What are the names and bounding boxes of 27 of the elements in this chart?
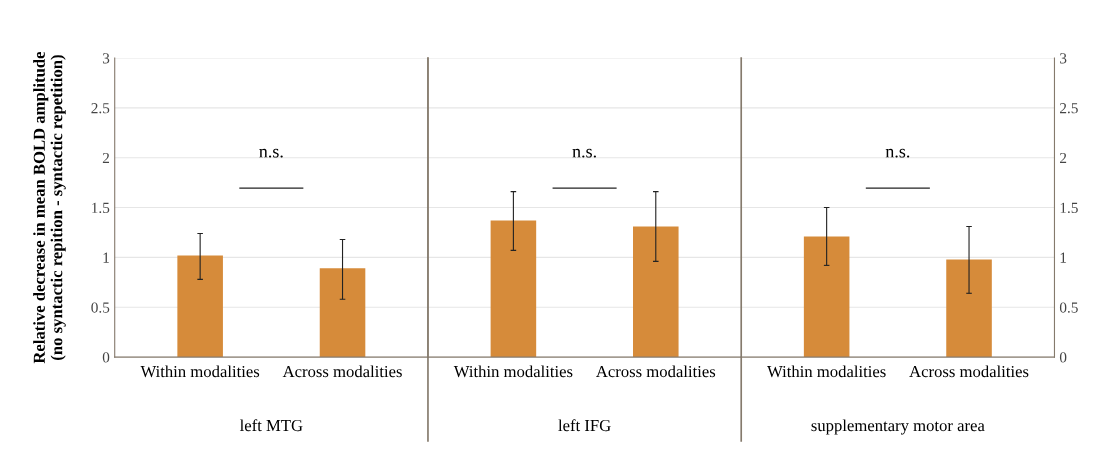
annotation: n.s. xyxy=(572,148,596,158)
y-tick-label: 2 xyxy=(1060,152,1067,164)
annotation: n.s. xyxy=(259,148,283,158)
y-axis-title: Relative decrease in mean BOLD amplitude (no syntactic repition - syntactic repetition) xyxy=(33,51,66,364)
y-tick-label: 3 xyxy=(1060,53,1067,64)
y-tick-label: 2 xyxy=(102,152,110,164)
y-tick-label: 0.5 xyxy=(91,302,110,313)
x-axis-title: supplementary motor area xyxy=(811,419,985,435)
y-tick-label: 2.5 xyxy=(91,103,110,114)
x-tick-label: Within modalities xyxy=(767,365,886,378)
x-axis-title: left MTG xyxy=(239,419,303,432)
y-tick-label: 0 xyxy=(1059,352,1067,363)
y-tick-label: 2.5 xyxy=(1060,103,1078,114)
y-tick-label: 1.5 xyxy=(1060,202,1078,214)
x-axis-title: left IFG xyxy=(558,419,611,432)
y-tick-label: 3 xyxy=(102,53,110,64)
x-tick-label: Across modalities xyxy=(282,365,402,378)
x-tick-label: Across modalities xyxy=(596,365,716,378)
y-tick-label: 0.5 xyxy=(1059,302,1078,313)
y-tick-label: 1 xyxy=(103,252,109,263)
x-tick-label: Within modalities xyxy=(453,365,573,378)
y-tick-label: 1 xyxy=(1060,252,1067,263)
y-tick-label: 1.5 xyxy=(92,202,110,214)
y-tick-label: 0 xyxy=(102,352,110,363)
annotation: n.s. xyxy=(885,148,910,158)
x-tick-label: Within modalities xyxy=(140,365,260,378)
x-tick-label: Across modalities xyxy=(909,365,1029,378)
